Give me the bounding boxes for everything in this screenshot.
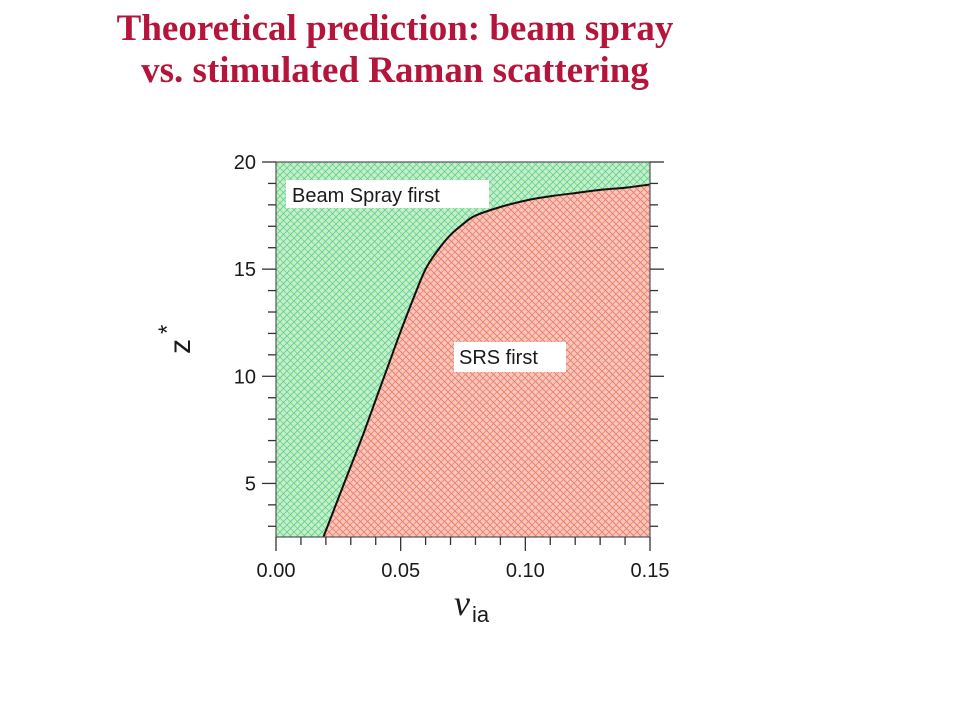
x-axis-label: ν [454, 583, 470, 623]
y-axis-label: z [164, 339, 197, 354]
y-axis-label-superscript: * [154, 325, 181, 334]
right-ticks [650, 161, 664, 527]
region-label-srs: SRS first [459, 347, 538, 369]
beam-spray-label-bg [286, 180, 489, 208]
y-tick-label: 20 [234, 152, 256, 174]
y-tick-label: 15 [234, 259, 256, 281]
x-tick-label: 0.10 [506, 560, 545, 582]
slide-title: Theoretical prediction: beam spray vs. s… [0, 8, 790, 92]
slide-title-line-1: Theoretical prediction: beam spray [116, 8, 674, 49]
plot-frame [275, 161, 651, 538]
boundary-curve [322, 183, 650, 537]
region-label-beam-spray: Beam Spray first [292, 185, 440, 207]
x-tick-label: 0.15 [631, 560, 670, 582]
y-tick-label: 10 [234, 366, 256, 388]
x-tick-label: 0.00 [257, 560, 296, 582]
srs-label-bg [454, 342, 566, 372]
slide-title-line-2: vs. stimulated Raman scattering [141, 50, 649, 91]
x-tick-label: 0.05 [381, 560, 420, 582]
left-ticks [262, 161, 276, 527]
bottom-ticks [275, 537, 651, 551]
x-axis-label-subscript: ia [472, 602, 490, 627]
y-tick-label: 5 [245, 473, 256, 495]
